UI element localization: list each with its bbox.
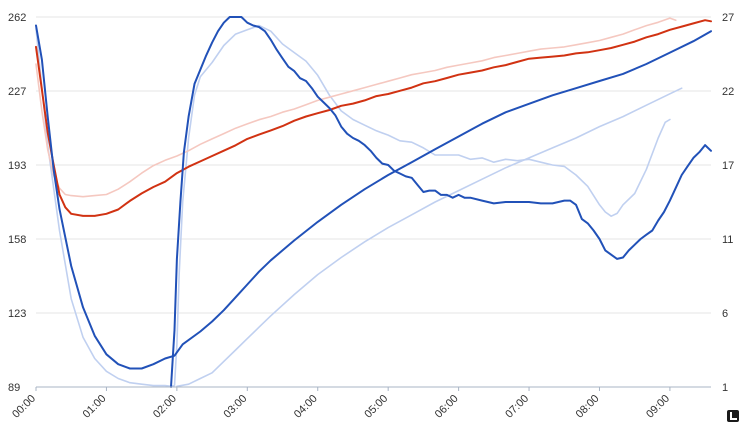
y-right-tick-label: 17 <box>722 160 734 172</box>
series-line-6 <box>170 16 712 388</box>
y-left-tick-label: 89 <box>8 382 20 394</box>
x-tick-label: 08:00 <box>574 393 602 421</box>
y-left-tick-label: 123 <box>8 308 26 320</box>
y-left-tick-label: 158 <box>8 234 26 246</box>
x-tick-label: 00:00 <box>10 393 38 421</box>
y-axis-left-ticks: 89 123 158 193 227 262 <box>8 12 26 394</box>
x-tick-label: 03:00 <box>221 393 249 421</box>
brand-logo-icon <box>727 410 739 422</box>
y-left-tick-label: 227 <box>8 86 26 98</box>
x-tick-label: 05:00 <box>362 393 390 421</box>
y-right-tick-label: 1 <box>722 382 728 394</box>
gridlines <box>36 16 711 388</box>
x-tick-label: 04:00 <box>292 393 320 421</box>
x-tick-label: 07:00 <box>503 393 531 421</box>
x-tick-label: 09:00 <box>644 393 672 421</box>
y-axis-right-ticks: 1 6 11 17 22 27 <box>722 12 734 394</box>
y-left-tick-label: 262 <box>8 12 26 24</box>
series-line-1 <box>35 24 671 388</box>
x-axis-ticks: 00:00 01:00 02:00 03:00 04:00 05:00 06:00 07:00… <box>10 387 672 421</box>
series-line-4 <box>35 19 712 217</box>
x-tick-label: 01:00 <box>81 393 109 421</box>
y-right-tick-label: 27 <box>722 12 734 24</box>
series-line-5 <box>35 24 712 370</box>
series-line-3 <box>35 17 677 198</box>
y-right-tick-label: 6 <box>722 308 728 320</box>
x-tick-label: 06:00 <box>433 393 461 421</box>
series-line-2 <box>176 87 683 388</box>
y-right-tick-label: 11 <box>722 234 733 246</box>
series-layer <box>35 16 712 388</box>
x-tick-label: 02:00 <box>151 393 179 421</box>
y-right-tick-label: 22 <box>722 86 734 98</box>
y-left-tick-label: 193 <box>8 160 26 172</box>
